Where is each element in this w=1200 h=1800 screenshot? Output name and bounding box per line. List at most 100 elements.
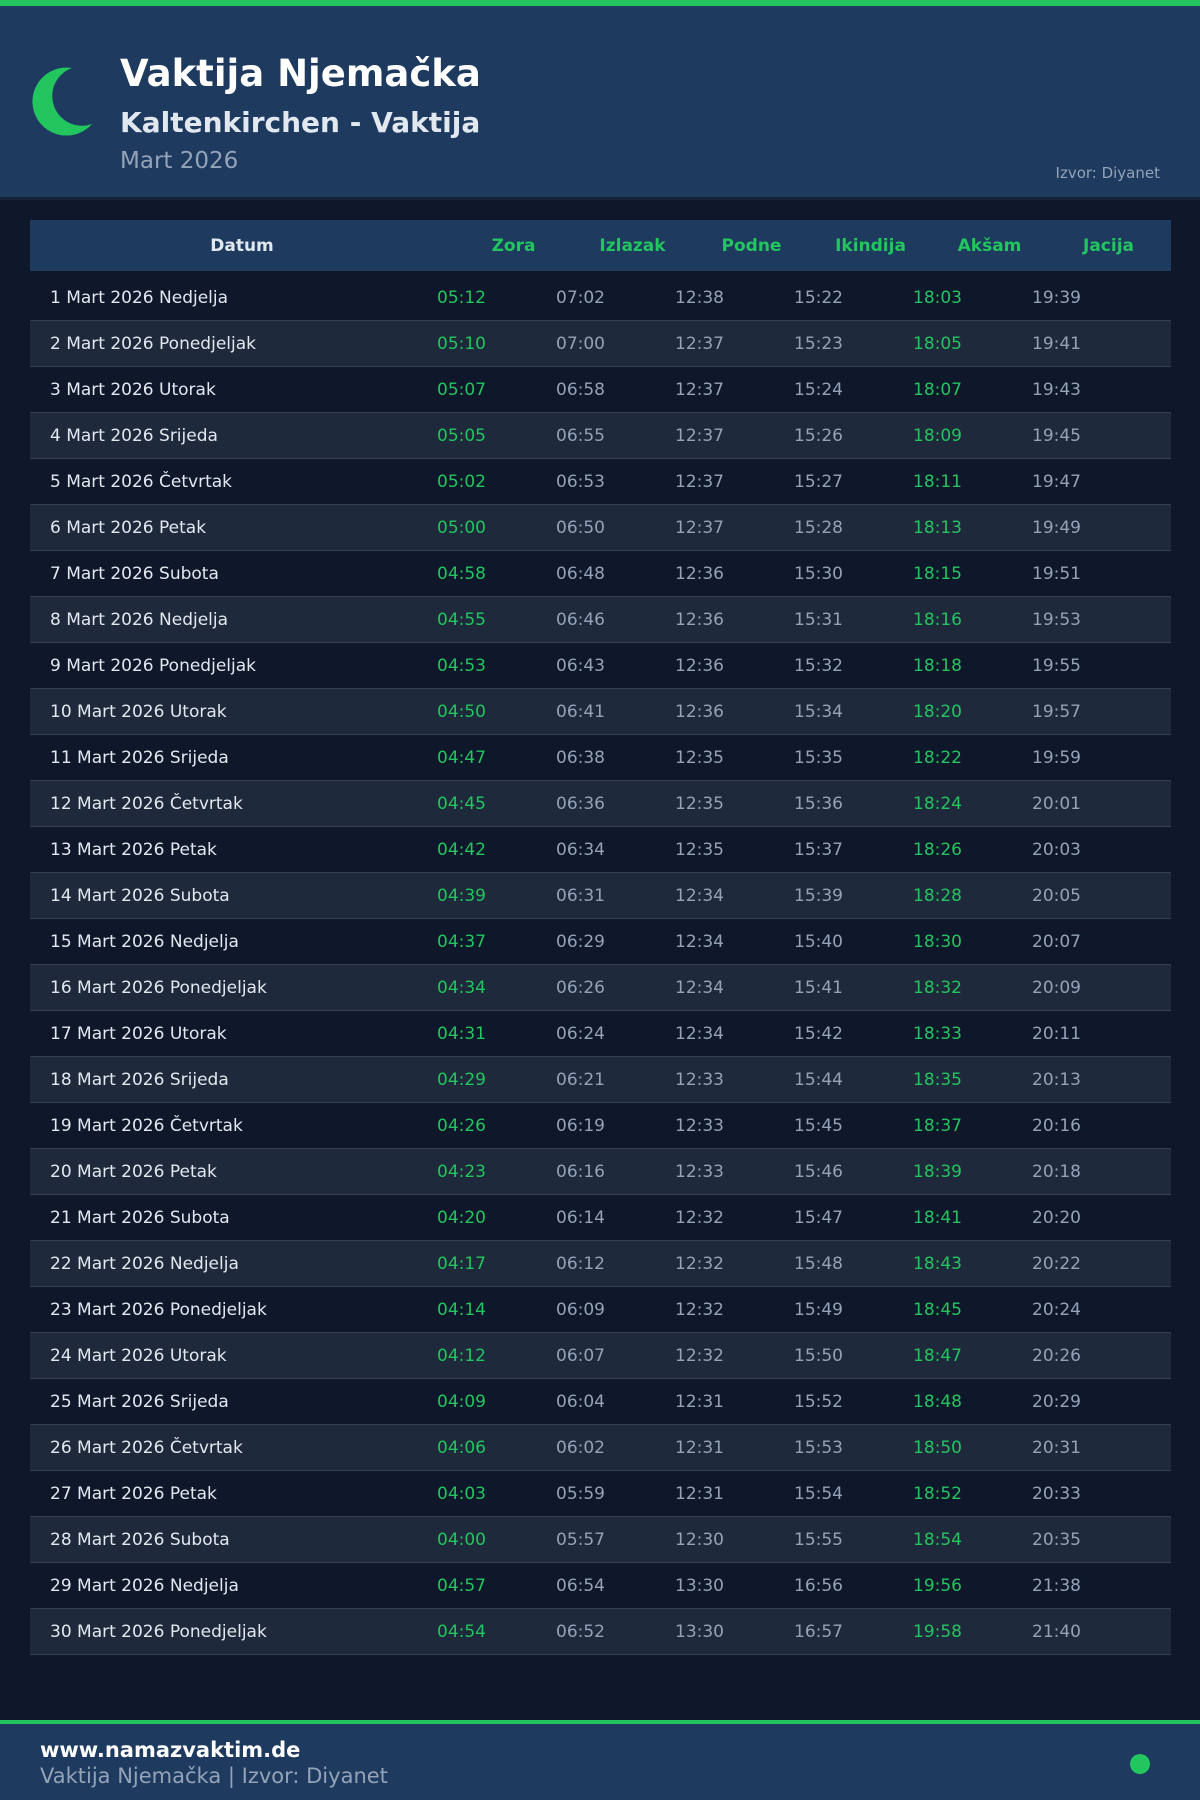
cell-aksam: 18:11 <box>913 471 962 492</box>
cell-date: 15 Mart 2026 Nedjelja <box>50 931 239 952</box>
cell-date: 2 Mart 2026 Ponedjeljak <box>50 333 256 354</box>
cell-date: 30 Mart 2026 Ponedjeljak <box>50 1621 267 1642</box>
cell-aksam: 18:05 <box>913 333 962 354</box>
table-row: 8 Mart 2026 Nedjelja 04:55 06:46 12:36 15:31… <box>30 597 1171 643</box>
cell-izlazak: 06:53 <box>556 471 605 492</box>
table-row: 1 Mart 2026 Nedjelja 05:12 07:02 12:38 15:22… <box>30 275 1171 321</box>
table-row: 18 Mart 2026 Srijeda 04:29 06:21 12:33 15:44… <box>30 1057 1171 1103</box>
cell-izlazak: 07:00 <box>556 333 605 354</box>
cell-zora: 04:06 <box>437 1437 486 1458</box>
cell-ikindija: 15:35 <box>794 747 843 768</box>
cell-jacija: 21:38 <box>1032 1575 1081 1596</box>
cell-ikindija: 15:27 <box>794 471 843 492</box>
cell-aksam: 18:03 <box>913 287 962 308</box>
cell-ikindija: 16:56 <box>794 1575 843 1596</box>
cell-podne: 12:37 <box>675 425 724 446</box>
cell-date: 28 Mart 2026 Subota <box>50 1529 230 1550</box>
cell-izlazak: 06:41 <box>556 701 605 722</box>
table-row: 11 Mart 2026 Srijeda 04:47 06:38 12:35 15:35… <box>30 735 1171 781</box>
table-row: 9 Mart 2026 Ponedjeljak 04:53 06:43 12:36 15… <box>30 643 1171 689</box>
cell-podne: 12:37 <box>675 379 724 400</box>
cell-aksam: 18:16 <box>913 609 962 630</box>
footer-url[interactable]: www.namazvaktim.de <box>40 1738 301 1762</box>
table-row: 16 Mart 2026 Ponedjeljak 04:34 06:26 12:34 1… <box>30 965 1171 1011</box>
cell-izlazak: 06:04 <box>556 1391 605 1412</box>
cell-date: 10 Mart 2026 Utorak <box>50 701 227 722</box>
cell-zora: 05:05 <box>437 425 486 446</box>
cell-zora: 05:00 <box>437 517 486 538</box>
page-header: Vaktija Njemačka Kaltenkirchen - Vaktija… <box>0 6 1200 200</box>
cell-jacija: 19:55 <box>1032 655 1081 676</box>
cell-jacija: 20:20 <box>1032 1207 1081 1228</box>
cell-jacija: 19:59 <box>1032 747 1081 768</box>
cell-podne: 12:38 <box>675 287 724 308</box>
cell-podne: 12:34 <box>675 977 724 998</box>
cell-ikindija: 15:52 <box>794 1391 843 1412</box>
cell-ikindija: 15:42 <box>794 1023 843 1044</box>
cell-date: 17 Mart 2026 Utorak <box>50 1023 227 1044</box>
column-header-aksam: Akšam <box>957 235 1022 256</box>
cell-aksam: 18:30 <box>913 931 962 952</box>
cell-zora: 05:10 <box>437 333 486 354</box>
cell-aksam: 18:52 <box>913 1483 962 1504</box>
cell-zora: 04:29 <box>437 1069 486 1090</box>
table-row: 19 Mart 2026 Četvrtak 04:26 06:19 12:33 15:4… <box>30 1103 1171 1149</box>
cell-izlazak: 06:19 <box>556 1115 605 1136</box>
cell-zora: 04:23 <box>437 1161 486 1182</box>
cell-zora: 04:53 <box>437 655 486 676</box>
cell-date: 18 Mart 2026 Srijeda <box>50 1069 229 1090</box>
cell-jacija: 20:13 <box>1032 1069 1081 1090</box>
table-row: 21 Mart 2026 Subota 04:20 06:14 12:32 15:47 1… <box>30 1195 1171 1241</box>
cell-zora: 04:55 <box>437 609 486 630</box>
cell-aksam: 18:09 <box>913 425 962 446</box>
cell-zora: 04:03 <box>437 1483 486 1504</box>
cell-jacija: 20:31 <box>1032 1437 1081 1458</box>
cell-jacija: 19:41 <box>1032 333 1081 354</box>
cell-date: 11 Mart 2026 Srijeda <box>50 747 229 768</box>
cell-izlazak: 06:07 <box>556 1345 605 1366</box>
cell-date: 5 Mart 2026 Četvrtak <box>50 471 233 492</box>
table-row: 23 Mart 2026 Ponedjeljak 04:14 06:09 12:32 1… <box>30 1287 1171 1333</box>
cell-izlazak: 06:58 <box>556 379 605 400</box>
cell-ikindija: 15:34 <box>794 701 843 722</box>
cell-ikindija: 15:40 <box>794 931 843 952</box>
table-row: 15 Mart 2026 Nedjelja 04:37 06:29 12:34 15:4… <box>30 919 1171 965</box>
cell-date: 24 Mart 2026 Utorak <box>50 1345 227 1366</box>
page-footer: www.namazvaktim.de Vaktija Njemačka | Iz… <box>0 1724 1200 1800</box>
table-row: 7 Mart 2026 Subota 04:58 06:48 12:36 15:30 18… <box>30 551 1171 597</box>
cell-date: 3 Mart 2026 Utorak <box>50 379 216 400</box>
table-row: 27 Mart 2026 Petak 04:03 05:59 12:31 15:54 18… <box>30 1471 1171 1517</box>
cell-aksam: 19:58 <box>913 1621 962 1642</box>
cell-jacija: 20:29 <box>1032 1391 1081 1412</box>
table-row: 22 Mart 2026 Nedjelja 04:17 06:12 12:32 15:4… <box>30 1241 1171 1287</box>
cell-ikindija: 15:49 <box>794 1299 843 1320</box>
cell-ikindija: 15:50 <box>794 1345 843 1366</box>
cell-izlazak: 06:43 <box>556 655 605 676</box>
cell-podne: 12:31 <box>675 1391 724 1412</box>
cell-jacija: 19:39 <box>1032 287 1081 308</box>
source-label: Izvor: Diyanet <box>1055 164 1160 182</box>
cell-aksam: 18:43 <box>913 1253 962 1274</box>
cell-jacija: 20:22 <box>1032 1253 1081 1274</box>
cell-zora: 04:50 <box>437 701 486 722</box>
cell-izlazak: 06:16 <box>556 1161 605 1182</box>
cell-date: 26 Mart 2026 Četvrtak <box>50 1437 243 1458</box>
cell-zora: 04:58 <box>437 563 486 584</box>
cell-izlazak: 06:36 <box>556 793 605 814</box>
cell-zora: 04:14 <box>437 1299 486 1320</box>
column-header-podne: Podne <box>721 235 782 256</box>
cell-podne: 12:33 <box>675 1161 724 1182</box>
cell-izlazak: 06:38 <box>556 747 605 768</box>
cell-jacija: 19:53 <box>1032 609 1081 630</box>
cell-zora: 04:45 <box>437 793 486 814</box>
cell-date: 16 Mart 2026 Ponedjeljak <box>50 977 267 998</box>
cell-date: 6 Mart 2026 Petak <box>50 517 207 538</box>
cell-date: 7 Mart 2026 Subota <box>50 563 219 584</box>
cell-jacija: 21:40 <box>1032 1621 1081 1642</box>
cell-podne: 12:34 <box>675 885 724 906</box>
cell-date: 20 Mart 2026 Petak <box>50 1161 217 1182</box>
column-header-jacija: Jacija <box>1083 235 1134 256</box>
cell-ikindija: 15:44 <box>794 1069 843 1090</box>
cell-ikindija: 15:55 <box>794 1529 843 1550</box>
cell-podne: 12:31 <box>675 1483 724 1504</box>
